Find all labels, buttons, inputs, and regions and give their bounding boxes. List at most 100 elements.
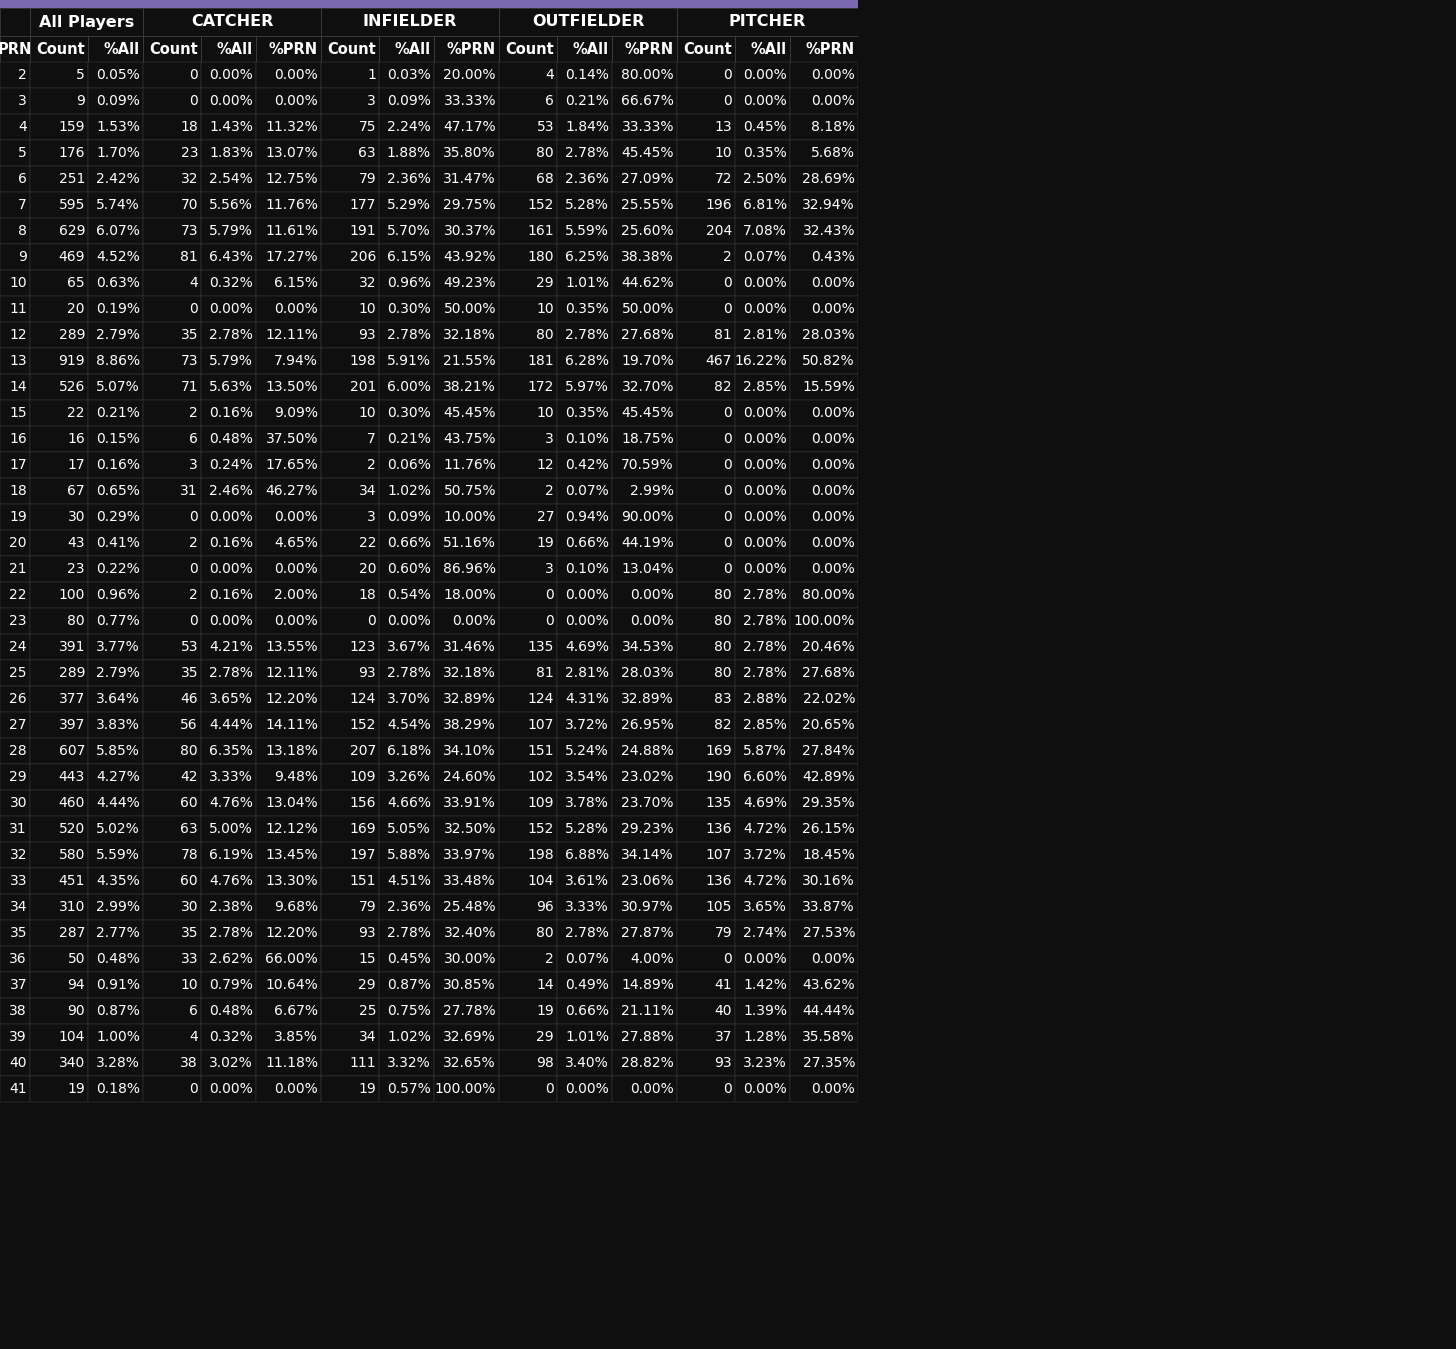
Text: 0.05%: 0.05% xyxy=(96,67,140,82)
Bar xyxy=(499,816,558,842)
Text: 35: 35 xyxy=(10,925,28,940)
Text: 27.35%: 27.35% xyxy=(802,1056,855,1070)
Text: 45.45%: 45.45% xyxy=(444,406,496,420)
Bar xyxy=(256,219,320,244)
Bar xyxy=(499,88,558,115)
Bar xyxy=(143,36,201,62)
Text: 3.67%: 3.67% xyxy=(387,639,431,654)
Text: 2.78%: 2.78% xyxy=(565,328,609,343)
Text: 6.60%: 6.60% xyxy=(743,770,788,784)
Text: 50.75%: 50.75% xyxy=(444,484,496,498)
Bar xyxy=(735,270,791,295)
Text: 53: 53 xyxy=(536,120,553,134)
Text: 26: 26 xyxy=(9,692,28,706)
Bar xyxy=(791,88,858,115)
Text: 0.45%: 0.45% xyxy=(387,952,431,966)
Text: 2.78%: 2.78% xyxy=(387,328,431,343)
Bar xyxy=(735,1077,791,1102)
Bar xyxy=(31,219,87,244)
Bar xyxy=(31,192,87,219)
Text: 5.56%: 5.56% xyxy=(210,198,253,212)
Bar xyxy=(201,842,256,867)
Text: 4.69%: 4.69% xyxy=(743,796,788,809)
Text: 33.91%: 33.91% xyxy=(443,796,496,809)
Text: 28.69%: 28.69% xyxy=(802,173,855,186)
Text: 1.39%: 1.39% xyxy=(743,1004,788,1018)
Text: 0.00%: 0.00% xyxy=(743,302,788,316)
Text: 82: 82 xyxy=(715,718,732,733)
Text: 37.50%: 37.50% xyxy=(265,432,317,447)
Text: 0.00%: 0.00% xyxy=(811,94,855,108)
Text: 78: 78 xyxy=(181,849,198,862)
Bar xyxy=(677,115,735,140)
Text: 32.50%: 32.50% xyxy=(444,822,496,836)
Bar xyxy=(499,8,677,36)
Text: %PRN: %PRN xyxy=(805,42,855,57)
Text: 19: 19 xyxy=(9,510,28,523)
Text: 80.00%: 80.00% xyxy=(622,67,674,82)
Text: 2.46%: 2.46% xyxy=(210,484,253,498)
Bar xyxy=(791,842,858,867)
Bar xyxy=(735,88,791,115)
Text: 109: 109 xyxy=(349,770,376,784)
Bar xyxy=(31,816,87,842)
Text: 467: 467 xyxy=(706,353,732,368)
Text: 11: 11 xyxy=(9,302,28,316)
Text: 4.65%: 4.65% xyxy=(274,536,317,550)
Bar xyxy=(31,791,87,816)
Bar xyxy=(791,1077,858,1102)
Bar xyxy=(201,36,256,62)
Text: 35.58%: 35.58% xyxy=(802,1031,855,1044)
Bar xyxy=(87,687,143,712)
Bar xyxy=(256,478,320,505)
Text: 2: 2 xyxy=(367,459,376,472)
Text: 0.35%: 0.35% xyxy=(743,146,788,161)
Text: 180: 180 xyxy=(527,250,553,264)
Text: 0.00%: 0.00% xyxy=(630,588,674,602)
Bar xyxy=(379,478,434,505)
Text: 6.35%: 6.35% xyxy=(210,745,253,758)
Text: 41: 41 xyxy=(715,978,732,992)
Bar xyxy=(143,244,201,270)
Text: 10: 10 xyxy=(536,406,553,420)
Bar xyxy=(201,660,256,687)
Text: 3: 3 xyxy=(19,94,28,108)
Bar xyxy=(0,530,31,556)
Text: 5.59%: 5.59% xyxy=(565,224,609,237)
Text: 169: 169 xyxy=(349,822,376,836)
Text: 0.00%: 0.00% xyxy=(743,484,788,498)
Bar xyxy=(31,348,87,374)
Bar xyxy=(201,348,256,374)
Bar xyxy=(201,816,256,842)
Bar xyxy=(791,738,858,764)
Bar xyxy=(791,530,858,556)
Text: 80: 80 xyxy=(715,639,732,654)
Bar xyxy=(499,505,558,530)
Text: 14.11%: 14.11% xyxy=(265,718,317,733)
Bar xyxy=(87,738,143,764)
Bar xyxy=(31,115,87,140)
Text: 43: 43 xyxy=(67,536,84,550)
Bar xyxy=(791,244,858,270)
Text: %All: %All xyxy=(751,42,788,57)
Bar xyxy=(143,8,320,36)
Text: 2.36%: 2.36% xyxy=(387,173,431,186)
Text: 520: 520 xyxy=(58,822,84,836)
Text: 6.15%: 6.15% xyxy=(274,277,317,290)
Bar xyxy=(87,348,143,374)
Bar xyxy=(379,946,434,973)
Text: 12.20%: 12.20% xyxy=(265,925,317,940)
Text: 0.19%: 0.19% xyxy=(96,302,140,316)
Text: Count: Count xyxy=(683,42,732,57)
Text: 0.10%: 0.10% xyxy=(565,563,609,576)
Text: 14.89%: 14.89% xyxy=(622,978,674,992)
Bar xyxy=(612,764,677,791)
Text: 9: 9 xyxy=(76,94,84,108)
Bar xyxy=(201,791,256,816)
Bar xyxy=(256,62,320,88)
Bar xyxy=(0,295,31,322)
Text: 20: 20 xyxy=(358,563,376,576)
Text: 2.81%: 2.81% xyxy=(743,328,788,343)
Bar xyxy=(434,894,499,920)
Bar xyxy=(379,998,434,1024)
